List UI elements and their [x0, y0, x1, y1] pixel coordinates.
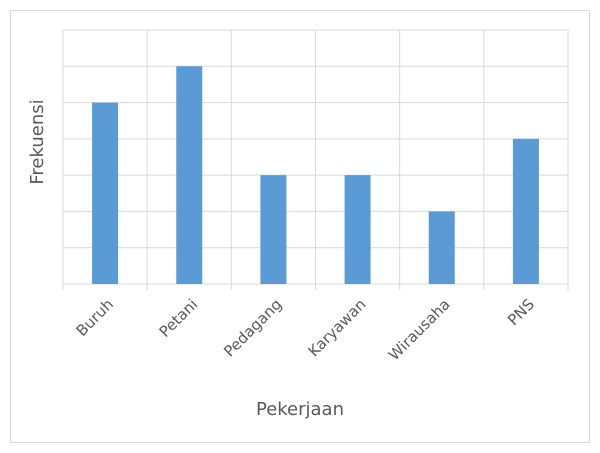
bar — [344, 175, 371, 284]
bar — [92, 102, 119, 284]
bar — [260, 175, 287, 284]
bar — [176, 66, 203, 285]
bar — [512, 138, 539, 284]
x-axis-title: Pekerjaan — [256, 399, 344, 420]
y-axis-title: Frekuensi — [27, 99, 48, 184]
bar — [428, 211, 455, 284]
